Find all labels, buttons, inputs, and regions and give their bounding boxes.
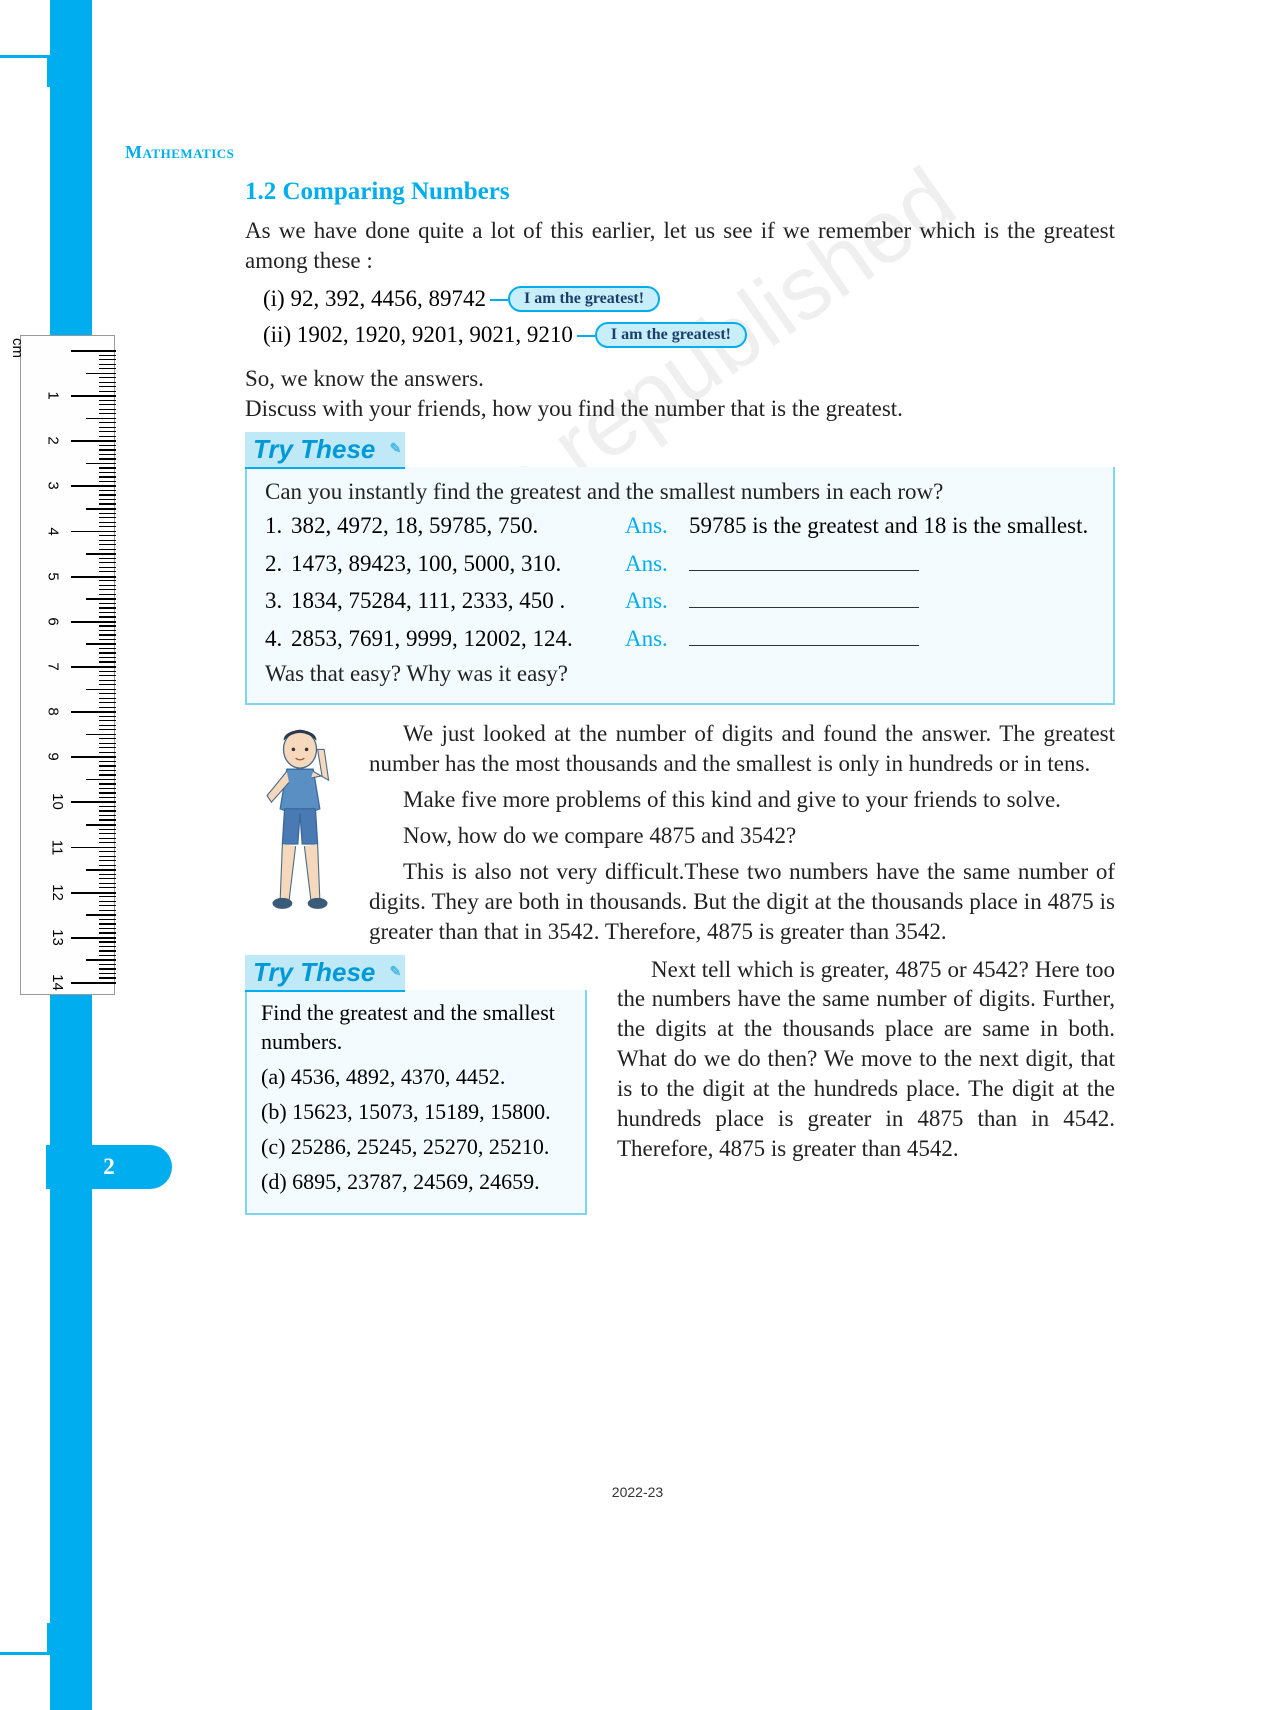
example-row-2: (ii) 1902, 1920, 9201, 9021, 9210 I am t… xyxy=(263,322,1115,348)
footer-year: 2022-23 xyxy=(612,1484,663,1500)
try-row: 1.382, 4972, 18, 59785, 750.Ans.59785 is… xyxy=(265,509,1095,544)
answer-value xyxy=(689,622,1095,657)
answer-value: 59785 is the greatest and 18 is the smal… xyxy=(689,509,1095,544)
answer-blank[interactable] xyxy=(689,551,919,571)
para-compare-q: Now, how do we compare 4875 and 3542? xyxy=(369,821,1115,851)
callout-bubble: I am the greatest! xyxy=(508,286,660,312)
ruler-number: 10 xyxy=(49,794,66,811)
ruler-number: 1 xyxy=(45,391,62,399)
ruler-number: 6 xyxy=(45,617,62,625)
ruler-number: 8 xyxy=(45,707,62,715)
answer-label: Ans. xyxy=(625,547,689,582)
ruler-number: 9 xyxy=(45,753,62,761)
try2-item: (a) 4536, 4892, 4370, 4452. xyxy=(261,1061,571,1093)
try-these-box-1: Can you instantly find the greatest and … xyxy=(245,467,1115,706)
page-number-badge: 2 xyxy=(46,1145,172,1189)
answer-value xyxy=(689,547,1095,582)
example-numbers: 92, 392, 4456, 89742 xyxy=(290,286,486,312)
try2-item: (d) 6895, 23787, 24569, 24659. xyxy=(261,1166,571,1198)
ruler-unit: cm xyxy=(9,338,26,358)
section-number: 1.2 xyxy=(245,178,276,205)
ruler-number: 13 xyxy=(49,929,66,946)
example-row-1: (i) 92, 392, 4456, 89742 I am the greate… xyxy=(263,286,1115,312)
try2-prompt: Find the greatest and the smallest numbe… xyxy=(261,998,571,1057)
try-row: 4.2853, 7691, 9999, 12002, 124.Ans. xyxy=(265,622,1095,657)
corner-mark-bottom xyxy=(0,1623,50,1655)
try-these-label: Try These xyxy=(253,434,375,464)
section-heading: 1.2 Comparing Numbers xyxy=(245,178,1115,206)
para-make-problems: Make five more problems of this kind and… xyxy=(369,785,1115,815)
child-illustration xyxy=(245,719,355,952)
ruler-number: 7 xyxy=(45,662,62,670)
intro-text: As we have done quite a lot of this earl… xyxy=(245,216,1115,276)
ruler-number: 12 xyxy=(49,884,66,901)
callout-bubble: I am the greatest! xyxy=(595,322,747,348)
answer-label: Ans. xyxy=(625,584,689,619)
page-number: 2 xyxy=(103,1154,115,1180)
try-row: 2.1473, 89423, 100, 5000, 310.Ans. xyxy=(265,547,1095,582)
try-these-banner: Try These ✎ xyxy=(245,432,405,469)
para-next-compare: Next tell which is greater, 4875 or 4542… xyxy=(617,955,1115,1164)
bridge-text-1: So, we know the answers. xyxy=(245,364,1115,394)
try-these-banner-2: Try These ✎ xyxy=(245,955,405,992)
example-numbers: 1902, 1920, 9201, 9021, 9210 xyxy=(297,322,573,348)
answer-blank[interactable] xyxy=(689,626,919,646)
ruler-number: 11 xyxy=(48,839,65,855)
para-digits-explain: We just looked at the number of digits a… xyxy=(369,719,1115,779)
try-question: 2.1473, 89423, 100, 5000, 310. xyxy=(265,547,625,582)
try-footer: Was that easy? Why was it easy? xyxy=(265,659,1095,689)
ruler-number: 2 xyxy=(45,437,62,445)
try2-item: (c) 25286, 25245, 25270, 25210. xyxy=(261,1131,571,1163)
section-title-text: Comparing Numbers xyxy=(283,178,510,205)
ruler-number: 4 xyxy=(45,527,62,535)
try-row: 3.1834, 75284, 111, 2333, 450 .Ans. xyxy=(265,584,1095,619)
ruler-number: 3 xyxy=(45,482,62,490)
answer-blank[interactable] xyxy=(689,588,919,608)
pencil-icon: ✎ xyxy=(390,440,402,457)
para3-text: Next tell which is greater, 4875 or 4542… xyxy=(617,957,1115,1161)
ruler-graphic: cm 1234567891011121314 xyxy=(20,335,115,995)
try-prompt: Can you instantly find the greatest and … xyxy=(265,477,1095,507)
try-these-box-2: Find the greatest and the smallest numbe… xyxy=(245,990,587,1215)
answer-value xyxy=(689,584,1095,619)
page-content: 1.2 Comparing Numbers As we have done qu… xyxy=(245,178,1115,1215)
ruler-number: 14 xyxy=(49,974,66,991)
try-question: 4.2853, 7691, 9999, 12002, 124. xyxy=(265,622,625,657)
example-label: (ii) xyxy=(263,322,291,348)
try-question: 1.382, 4972, 18, 59785, 750. xyxy=(265,509,625,544)
try2-item: (b) 15623, 15073, 15189, 15800. xyxy=(261,1096,571,1128)
two-column-section: Try These ✎ Find the greatest and the sm… xyxy=(245,955,1115,1215)
illustrated-paragraph: We just looked at the number of digits a… xyxy=(245,719,1115,952)
ruler-number: 5 xyxy=(45,572,62,580)
corner-mark-top xyxy=(0,55,50,87)
pencil-icon: ✎ xyxy=(390,963,402,980)
para-compare-explain: This is also not very difficult.These tw… xyxy=(369,857,1115,947)
example-label: (i) xyxy=(263,286,285,312)
try-question: 3.1834, 75284, 111, 2333, 450 . xyxy=(265,584,625,619)
answer-label: Ans. xyxy=(625,509,689,544)
answer-label: Ans. xyxy=(625,622,689,657)
bridge-text-2: Discuss with your friends, how you find … xyxy=(245,394,1115,424)
try-these-label: Try These xyxy=(253,957,375,987)
subject-label: Mathematics xyxy=(125,142,234,163)
